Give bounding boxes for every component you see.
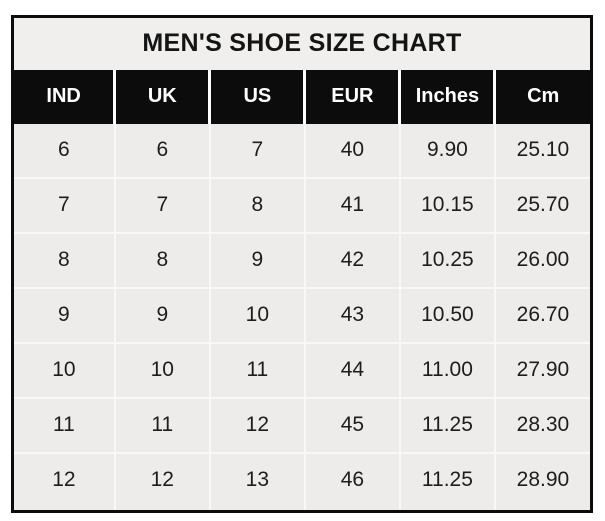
table-cell: 9.90 [398, 124, 495, 178]
table-cell: 9 [113, 287, 210, 343]
table-row: 6 6 7 40 9.90 25.10 [14, 124, 590, 178]
table-cell: 25.70 [493, 177, 590, 233]
table-cell: 26.70 [493, 287, 590, 343]
table-cell: 10 [113, 342, 210, 398]
table-cell: 10 [14, 342, 115, 398]
table-cell: 11 [14, 397, 115, 453]
table-cell: 11.00 [398, 342, 495, 398]
table-cell: 41 [303, 177, 400, 233]
column-header-ind: IND [14, 70, 115, 124]
column-header-inches: Inches [398, 70, 495, 124]
table-cell: 6 [14, 124, 115, 178]
column-header-us: US [208, 70, 305, 124]
table-cell: 10.50 [398, 287, 495, 343]
table-cell: 8 [208, 177, 305, 233]
header-row: IND UK US EUR Inches Cm [14, 70, 590, 124]
table-cell: 11.25 [398, 452, 495, 510]
table-row: 12 12 13 46 11.25 28.90 [14, 452, 590, 510]
table-row: 10 10 11 44 11.00 27.90 [14, 342, 590, 398]
table-cell: 7 [113, 177, 210, 233]
table-cell: 7 [14, 177, 115, 233]
table-cell: 28.90 [493, 452, 590, 510]
column-header-uk: UK [113, 70, 210, 124]
table-cell: 42 [303, 232, 400, 288]
table-cell: 6 [113, 124, 210, 178]
chart-title: MEN'S SHOE SIZE CHART [14, 18, 590, 70]
table-cell: 12 [113, 452, 210, 510]
table-cell: 7 [208, 124, 305, 178]
table-cell: 11.25 [398, 397, 495, 453]
table-cell: 11 [208, 342, 305, 398]
table-cell: 8 [113, 232, 210, 288]
table-cell: 40 [303, 124, 400, 178]
table-cell: 12 [14, 452, 115, 510]
table-cell: 10.15 [398, 177, 495, 233]
table-cell: 46 [303, 452, 400, 510]
table-row: 8 8 9 42 10.25 26.00 [14, 232, 590, 288]
size-chart-card: MEN'S SHOE SIZE CHART IND UK US EUR Inches Cm… [11, 15, 593, 513]
table-body: 6 6 7 40 9.90 25.10 7 7 8 41 10.15 25.70 8 8 9 42 10.25 2… [14, 124, 590, 510]
table-row: 11 11 12 45 11.25 28.30 [14, 397, 590, 453]
table-cell: 43 [303, 287, 400, 343]
table-header: IND UK US EUR Inches Cm [14, 70, 590, 124]
table-row: 7 7 8 41 10.15 25.70 [14, 177, 590, 233]
column-header-cm: Cm [493, 70, 590, 124]
table-cell: 28.30 [493, 397, 590, 453]
table-row: 9 9 10 43 10.50 26.70 [14, 287, 590, 343]
table-cell: 44 [303, 342, 400, 398]
table-cell: 11 [113, 397, 210, 453]
table-cell: 27.90 [493, 342, 590, 398]
table-cell: 10.25 [398, 232, 495, 288]
table-cell: 12 [208, 397, 305, 453]
size-table: IND UK US EUR Inches Cm 6 6 7 40 9.90 25.10 7 7 8 41 10… [14, 70, 590, 510]
table-cell: 8 [14, 232, 115, 288]
column-header-eur: EUR [303, 70, 400, 124]
table-cell: 25.10 [493, 124, 590, 178]
table-cell: 45 [303, 397, 400, 453]
table-cell: 9 [14, 287, 115, 343]
table-cell: 10 [208, 287, 305, 343]
table-cell: 13 [208, 452, 305, 510]
table-cell: 26.00 [493, 232, 590, 288]
table-cell: 9 [208, 232, 305, 288]
